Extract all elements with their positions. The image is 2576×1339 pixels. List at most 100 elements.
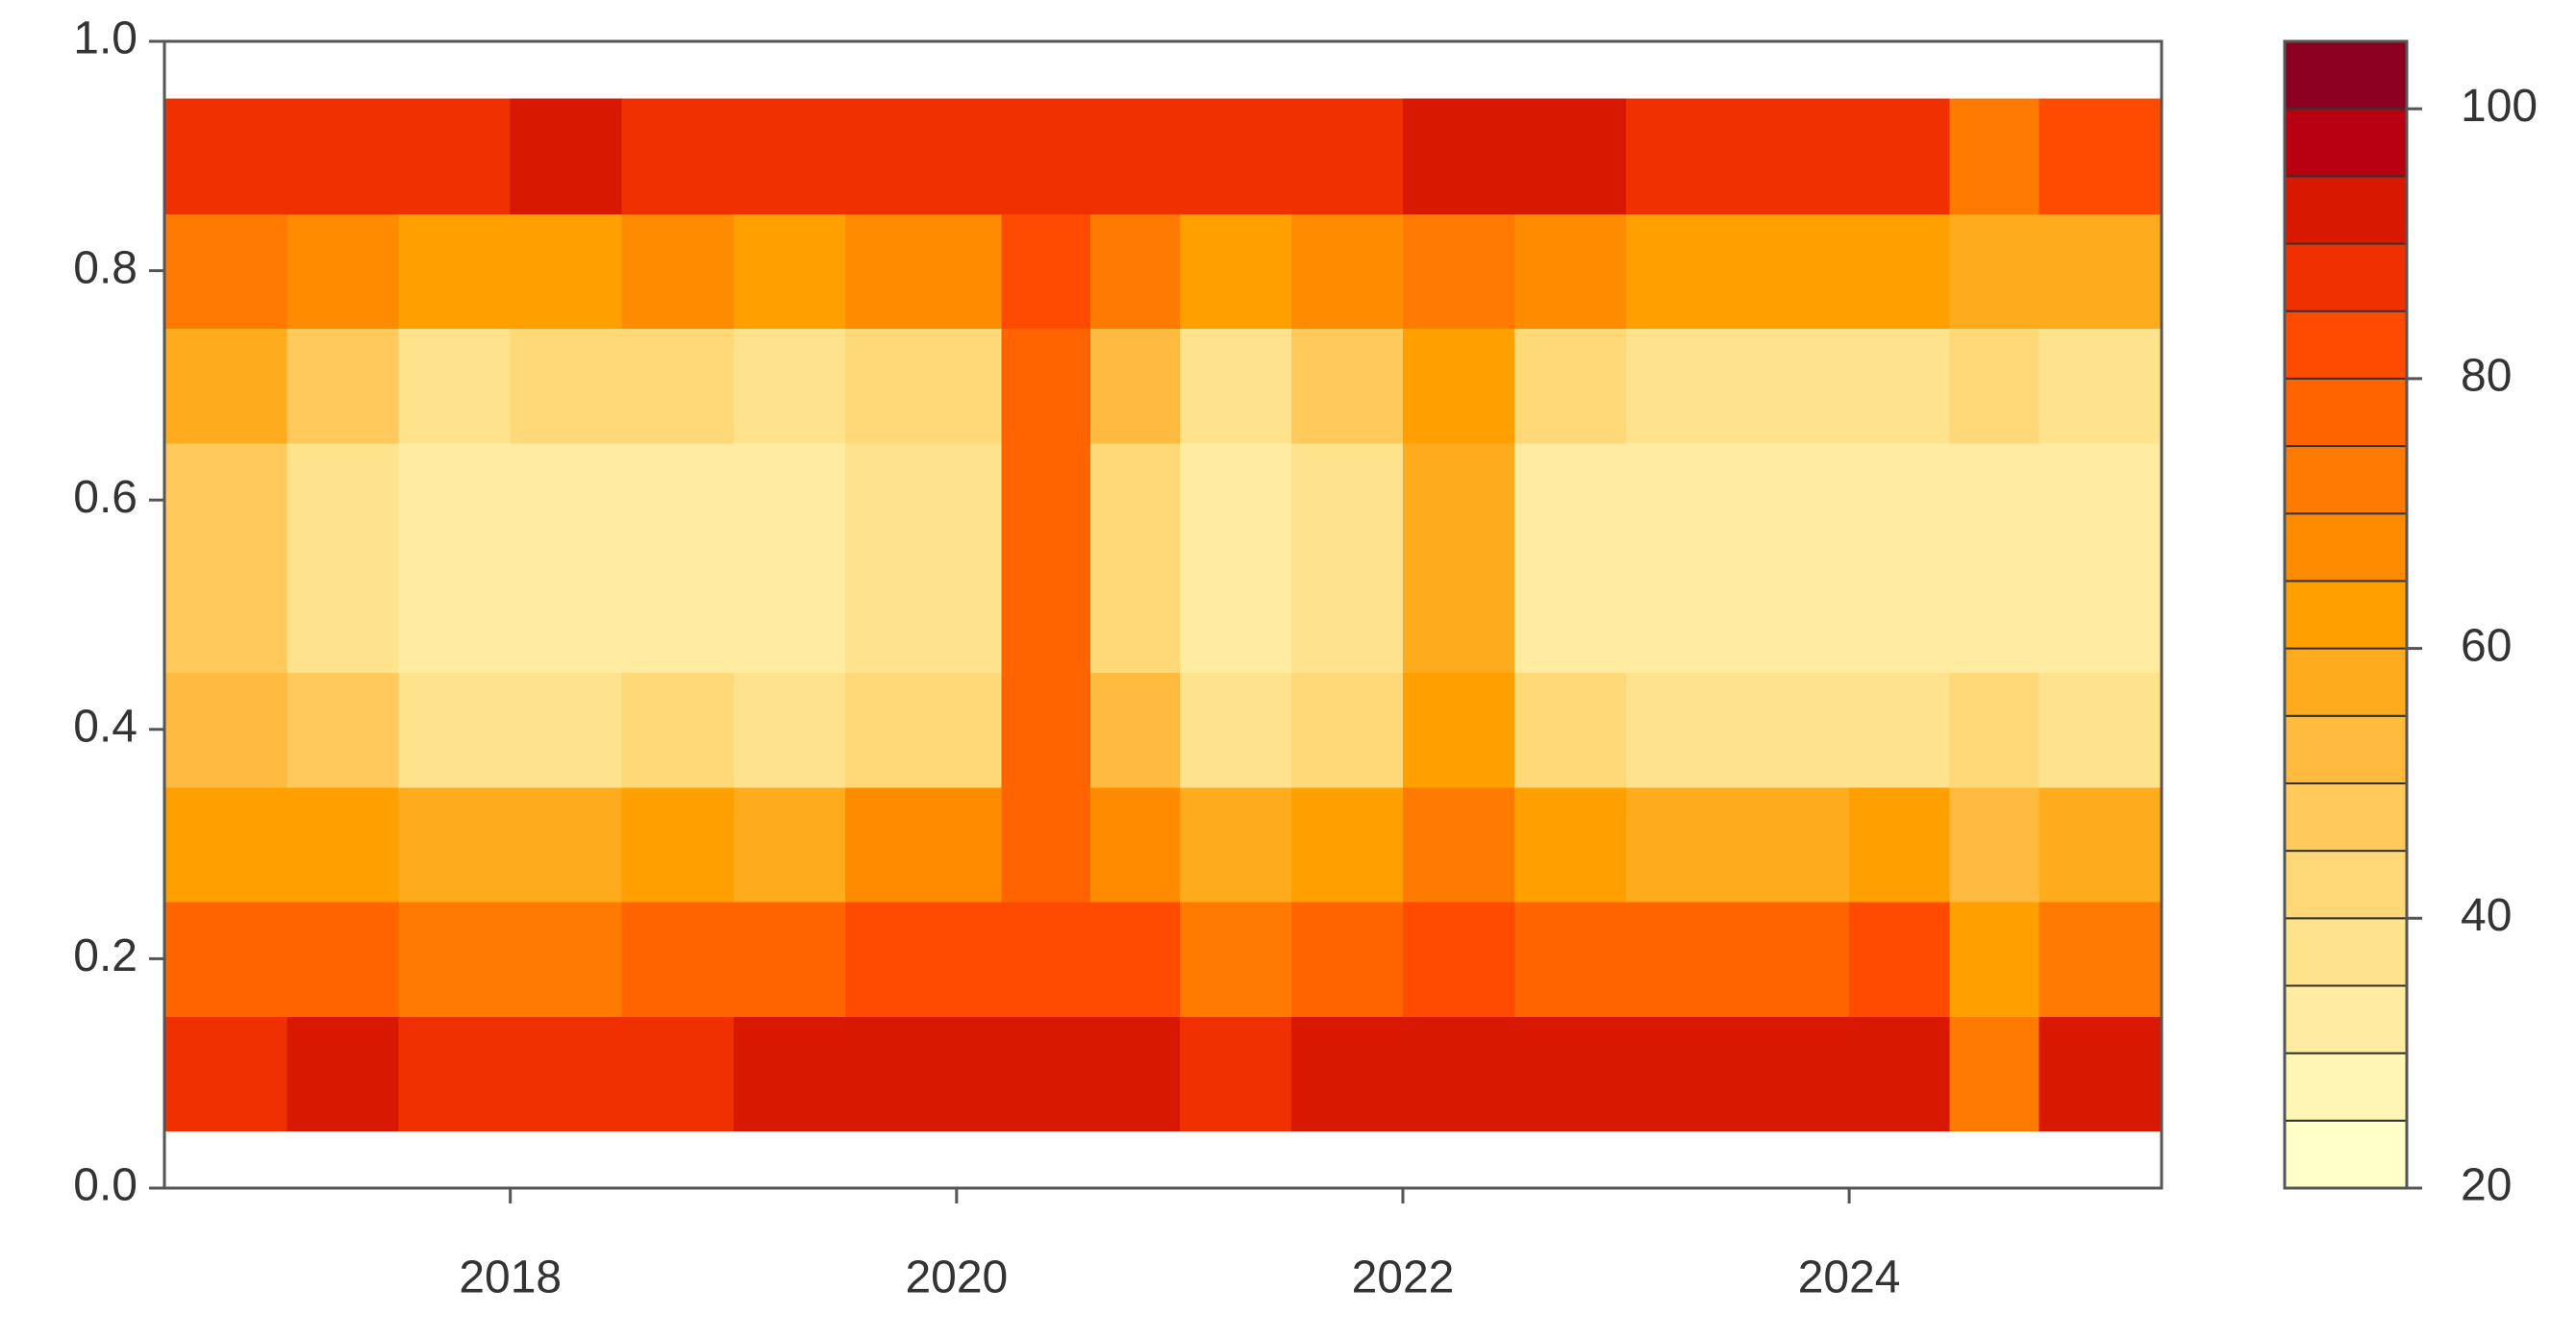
heat-cell (1738, 212, 1850, 330)
heat-cell (1090, 1016, 1181, 1132)
heat-cell (1514, 442, 1627, 558)
heat-cell (287, 786, 400, 903)
heat-cell (1849, 328, 1951, 444)
heat-cell (510, 786, 623, 903)
heat-cell (164, 98, 288, 214)
x-tick-label: 2022 (1352, 1252, 1455, 1303)
heat-cell (2038, 786, 2163, 903)
heat-cell (1402, 442, 1515, 558)
heat-cell (398, 212, 512, 330)
colorbar-tick-label: 80 (2461, 351, 2512, 402)
colorbar-tick-label: 20 (2461, 1160, 2512, 1211)
heat-cell (1738, 328, 1850, 444)
colorbar-band (2284, 377, 2408, 448)
heat-cell (1290, 212, 1404, 330)
plot-frame (163, 39, 2163, 1190)
heat-cell (164, 786, 288, 903)
heat-cell (621, 786, 735, 903)
heat-cell (1738, 901, 1850, 1017)
heat-cell (621, 901, 735, 1017)
colorbar-band (2284, 40, 2408, 111)
heat-cell (1290, 98, 1404, 214)
heat-cell (398, 98, 512, 214)
heat-cell (621, 442, 735, 558)
heat-cell (733, 212, 846, 330)
heat-cell (287, 442, 400, 558)
y-tick-label: 1.0 (73, 13, 138, 64)
heat-cell (2038, 1016, 2163, 1132)
colorbar-tick-label: 40 (2461, 890, 2512, 941)
colorbar-band (2284, 1119, 2408, 1189)
colorbar-band (2284, 647, 2408, 717)
heat-cell (1514, 1016, 1627, 1132)
heat-cell (1514, 212, 1627, 330)
heat-cell (1001, 98, 1091, 214)
heat-cell (1090, 901, 1181, 1017)
heat-cell (1290, 901, 1404, 1017)
heat-cell (733, 328, 846, 444)
x-tick-label: 2018 (459, 1252, 562, 1303)
heat-cell (621, 212, 735, 330)
heat-cell (1001, 1016, 1091, 1132)
heat-cell (1626, 786, 1738, 903)
heat-cell (510, 98, 623, 214)
heat-cell (733, 98, 846, 214)
heat-cell (621, 557, 735, 673)
heat-cell (1001, 212, 1091, 330)
heat-cell (1849, 98, 1951, 214)
heat-cell (164, 442, 288, 558)
heat-cell (1290, 1016, 1404, 1132)
heat-cell (1626, 1016, 1738, 1132)
colorbar-band (2284, 175, 2408, 245)
heat-cell (1738, 98, 1850, 214)
heat-cell (510, 672, 623, 788)
heat-cell (398, 1016, 512, 1132)
heat-cell (733, 557, 846, 673)
heat-cell (1514, 672, 1627, 788)
heat-cell (2038, 442, 2163, 558)
heat-cell (1949, 1016, 2040, 1132)
colorbar-band (2284, 714, 2408, 784)
heat-cell (1179, 98, 1292, 214)
heat-cell (1179, 442, 1292, 558)
heat-cell (1849, 557, 1951, 673)
heat-cell (1738, 442, 1850, 558)
heat-cell (844, 672, 1003, 788)
heat-cell (1514, 98, 1627, 214)
heat-cell (1949, 98, 2040, 214)
heat-cell (844, 328, 1003, 444)
heat-cell (1090, 442, 1181, 558)
heat-cell (1001, 557, 1091, 673)
heat-cell (1738, 786, 1850, 903)
heat-cell (287, 212, 400, 330)
heat-cell (510, 212, 623, 330)
heat-cell (621, 1016, 735, 1132)
heat-cell (1402, 1016, 1515, 1132)
heat-cell (2038, 901, 2163, 1017)
colorbar-band (2284, 445, 2408, 515)
heat-cell (2038, 672, 2163, 788)
heat-cell (1849, 672, 1951, 788)
heat-cell (1001, 328, 1091, 444)
colorbar-tick-label: 100 (2461, 81, 2538, 132)
heat-cell (1514, 328, 1627, 444)
heat-cell (1179, 328, 1292, 444)
heat-cell (1290, 557, 1404, 673)
heat-cell (1949, 557, 2040, 673)
heat-cell (844, 1016, 1003, 1132)
heat-cell (733, 672, 846, 788)
heat-cell (1290, 672, 1404, 788)
heat-cell (164, 672, 288, 788)
heat-cell (844, 557, 1003, 673)
heat-cell (1179, 212, 1292, 330)
heat-cell (1402, 328, 1515, 444)
heat-cell (621, 672, 735, 788)
colorbar-band (2284, 580, 2408, 650)
heat-cell (287, 557, 400, 673)
heat-cell (1402, 212, 1515, 330)
heat-cell (1626, 212, 1738, 330)
heat-cell (164, 901, 288, 1017)
heat-cell (733, 901, 846, 1017)
heat-cell (164, 557, 288, 673)
